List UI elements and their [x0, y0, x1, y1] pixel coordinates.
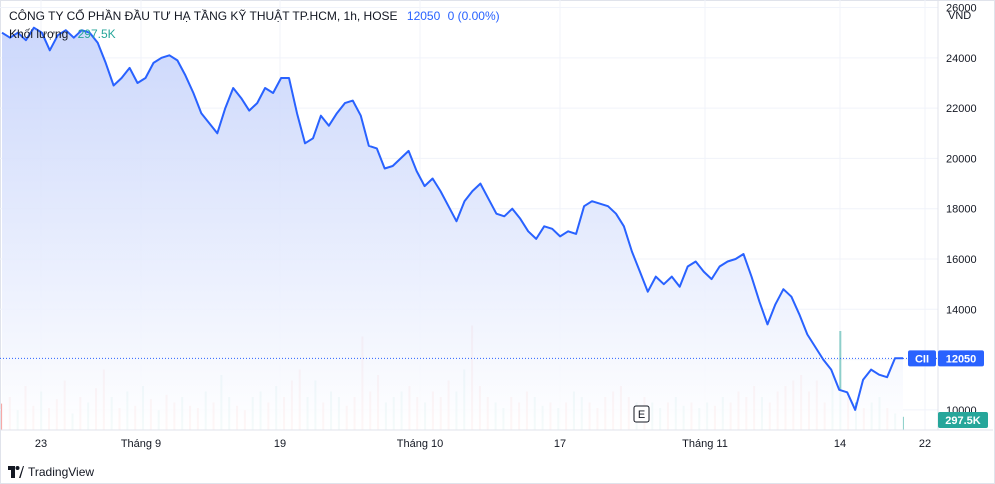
x-tick-label: Tháng 11: [682, 438, 728, 450]
x-tick-label: 22: [919, 438, 931, 450]
x-tick-label: 23: [35, 438, 47, 450]
tradingview-icon: [8, 466, 24, 478]
ticker-badge: CII: [908, 350, 936, 367]
symbol-title[interactable]: CÔNG TY CỔ PHẦN ĐẦU TƯ HẠ TẦNG KỸ THUẬT …: [9, 9, 398, 23]
volume-value: 297.5K: [77, 27, 116, 41]
price-line-path: [1, 26, 903, 411]
ticker-badge-label: CII: [915, 353, 929, 365]
y-tick-label: 16000: [946, 254, 977, 266]
last-price-value: 12050: [406, 9, 441, 23]
price-area: [2, 27, 903, 430]
axis-badges: CII 12050 297.5K E: [633, 350, 988, 428]
tradingview-logo[interactable]: TradingView: [8, 465, 94, 479]
last-price-badge-label: 12050: [946, 353, 977, 365]
x-tick-label: Tháng 9: [121, 438, 161, 450]
volume-bar: [839, 331, 842, 430]
x-tick-label: Tháng 10: [397, 438, 443, 450]
ticker-badge-bg: [908, 350, 936, 367]
last-price-badge: 12050: [938, 350, 984, 367]
price-change-value: 0 (0.00%): [447, 9, 500, 23]
y-tick-label: 24000: [946, 53, 977, 65]
volume-badge-bg: [938, 412, 988, 428]
y-tick-label: 22000: [946, 103, 977, 115]
y-tick-label: 14000: [946, 304, 977, 316]
event-marker-box: [633, 405, 650, 423]
volume-badge-label: 297.5K: [945, 415, 981, 427]
x-tick-label: 19: [274, 438, 286, 450]
volume-badge: 297.5K: [938, 412, 988, 428]
event-marker-label: E: [638, 409, 645, 421]
y-tick-label: 18000: [946, 204, 977, 216]
last-price-badge-bg: [938, 350, 984, 367]
y-tick-label: 20000: [946, 153, 977, 165]
price-axis-currency: VND: [948, 10, 971, 22]
legend-symbol-row: CÔNG TY CỔ PHẦN ĐẦU TƯ HẠ TẦNG KỸ THUẬT …: [9, 9, 500, 23]
volume-label[interactable]: Khối lượng: [9, 27, 69, 41]
earnings-event-marker[interactable]: E: [633, 405, 650, 423]
price-line: [1, 26, 903, 411]
x-tick-label: 14: [834, 438, 846, 450]
y-tick-label: 26000: [946, 3, 977, 15]
time-axis[interactable]: 23 Tháng 9 19 Tháng 10 17 Tháng 11 14 22: [0, 429, 993, 450]
x-tick-label: 17: [554, 438, 566, 450]
price-area-fill: [2, 27, 903, 430]
tradingview-label: TradingView: [28, 465, 95, 479]
legend-volume-row: Khối lượng 297.5K: [9, 27, 116, 41]
